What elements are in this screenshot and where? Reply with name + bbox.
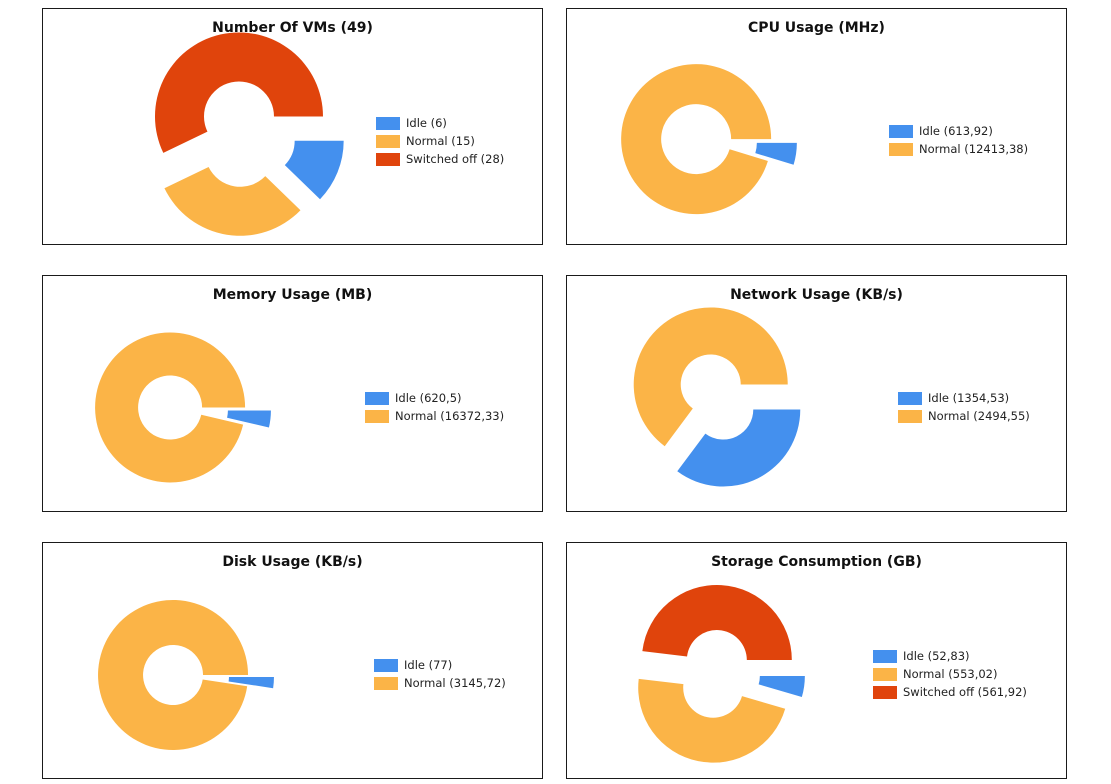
legend-swatch xyxy=(873,649,897,663)
legend-swatch xyxy=(374,676,398,690)
legend-label: Normal (15) xyxy=(406,134,475,148)
legend-label: Idle (620,5) xyxy=(395,391,462,405)
legend-label: Idle (1354,53) xyxy=(928,391,1010,405)
legend-item-normal: Normal (2494,55) xyxy=(898,407,1030,425)
chart-title: CPU Usage (MHz) xyxy=(748,20,885,36)
legend-swatch xyxy=(374,658,398,672)
donut-chart xyxy=(638,584,805,763)
legend-swatch xyxy=(889,142,913,156)
legend-swatch xyxy=(376,152,400,166)
chart-title: Disk Usage (KB/s) xyxy=(222,554,363,570)
chart-legend: Idle (52,83) Normal (553,02) Switched off … xyxy=(873,647,1027,701)
legend-swatch xyxy=(376,134,400,148)
chart-legend: Idle (77) Normal (3145,72) xyxy=(374,656,506,692)
donut-slice-normal xyxy=(98,599,249,750)
chart-legend: Idle (6) Normal (15) Switched off (28) xyxy=(376,114,504,168)
legend-item-idle: Idle (613,92) xyxy=(889,122,1028,140)
legend-item-normal: Normal (15) xyxy=(376,132,504,150)
legend-item-normal: Normal (12413,38) xyxy=(889,140,1028,158)
legend-label: Switched off (561,92) xyxy=(903,685,1027,699)
legend-swatch xyxy=(376,116,400,130)
chart-title: Memory Usage (MB) xyxy=(212,287,373,303)
chart-legend: Idle (1354,53) Normal (2494,55) xyxy=(898,389,1030,425)
legend-swatch xyxy=(889,124,913,138)
donut-slice-normal xyxy=(95,332,246,483)
legend-swatch xyxy=(365,391,389,405)
donut-slice-switched-off xyxy=(154,32,323,153)
donut-chart xyxy=(95,332,271,483)
legend-label: Normal (16372,33) xyxy=(395,409,505,423)
donut-slice-normal xyxy=(633,307,788,447)
chart-panel-memory: Memory Usage (MB) Idle (620,5) Normal (16… xyxy=(42,275,543,512)
donut-slice-idle xyxy=(758,675,805,698)
legend-swatch xyxy=(873,685,897,699)
donut-chart xyxy=(98,599,274,750)
legend-item-idle: Idle (6) xyxy=(376,114,504,132)
chart-panel-cpu: CPU Usage (MHz) Idle (613,92) Normal (124… xyxy=(566,8,1067,245)
donut-slice-normal xyxy=(164,166,301,236)
chart-legend: Idle (620,5) Normal (16372,33) xyxy=(365,389,504,425)
donut-slice-normal xyxy=(638,678,786,763)
legend-label: Normal (2494,55) xyxy=(928,409,1030,423)
donut-slice-idle xyxy=(227,410,271,428)
donut-slice-idle xyxy=(755,142,797,165)
chart-panel-disk: Disk Usage (KB/s) Idle (77) Normal (3145,… xyxy=(42,542,543,779)
donut-chart xyxy=(633,307,801,487)
donut-slice-idle xyxy=(228,676,274,689)
legend-swatch xyxy=(898,409,922,423)
chart-panel-vms: Number Of VMs (49) Idle (6) Normal (15) Sw… xyxy=(42,8,543,245)
legend-swatch xyxy=(365,409,389,423)
chart-title: Network Usage (KB/s) xyxy=(730,287,903,303)
legend-item-switched-off: Switched off (561,92) xyxy=(873,683,1027,701)
donut-slice-idle xyxy=(677,409,801,487)
donut-slice-switched-off xyxy=(642,584,792,661)
legend-swatch xyxy=(898,391,922,405)
legend-item-idle: Idle (52,83) xyxy=(873,647,1027,665)
legend-item-normal: Normal (3145,72) xyxy=(374,674,506,692)
legend-label: Normal (3145,72) xyxy=(404,676,506,690)
chart-legend: Idle (613,92) Normal (12413,38) xyxy=(889,122,1028,158)
legend-label: Idle (77) xyxy=(404,658,453,672)
legend-item-idle: Idle (1354,53) xyxy=(898,389,1030,407)
donut-slice-idle xyxy=(284,140,344,200)
chart-title: Number Of VMs (49) xyxy=(212,20,373,36)
chart-panel-storage: Storage Consumption (GB) Idle (52,83) Nor… xyxy=(566,542,1067,779)
legend-item-switched-off: Switched off (28) xyxy=(376,150,504,168)
legend-swatch xyxy=(873,667,897,681)
donut-slice-normal xyxy=(621,64,772,215)
legend-label: Idle (613,92) xyxy=(919,124,993,138)
chart-panel-network: Network Usage (KB/s) Idle (1354,53) Norma… xyxy=(566,275,1067,512)
chart-title: Storage Consumption (GB) xyxy=(711,554,922,570)
legend-label: Normal (553,02) xyxy=(903,667,998,681)
legend-label: Normal (12413,38) xyxy=(919,142,1029,156)
legend-label: Switched off (28) xyxy=(406,152,505,166)
legend-item-idle: Idle (620,5) xyxy=(365,389,504,407)
legend-item-normal: Normal (553,02) xyxy=(873,665,1027,683)
legend-item-idle: Idle (77) xyxy=(374,656,506,674)
donut-chart xyxy=(621,64,797,215)
legend-label: Idle (52,83) xyxy=(903,649,970,663)
donut-chart xyxy=(154,32,344,236)
legend-item-normal: Normal (16372,33) xyxy=(365,407,504,425)
legend-label: Idle (6) xyxy=(406,116,447,130)
